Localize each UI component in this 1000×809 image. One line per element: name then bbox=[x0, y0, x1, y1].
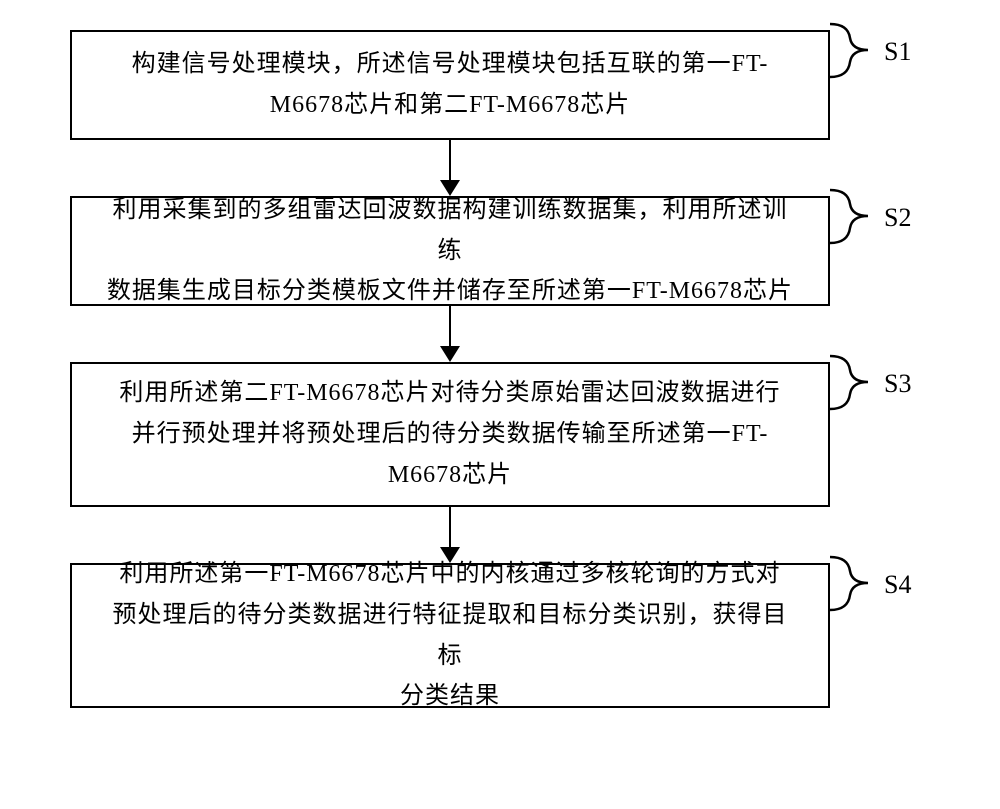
box-s4-line3: 分类结果 bbox=[400, 676, 500, 717]
box-s2: 利用采集到的多组雷达回波数据构建训练数据集，利用所述训练 数据集生成目标分类模板… bbox=[70, 196, 830, 306]
step-s3: 利用所述第二FT-M6678芯片对待分类原始雷达回波数据进行 并行预处理并将预处… bbox=[70, 362, 880, 507]
flowchart-container: 构建信号处理模块，所述信号处理模块包括互联的第一FT- M6678芯片和第二FT… bbox=[70, 30, 880, 708]
box-s2-line2: 数据集生成目标分类模板文件并储存至所述第一FT-M6678芯片 bbox=[107, 271, 793, 312]
box-s4: 利用所述第一FT-M6678芯片中的内核通过多核轮询的方式对 预处理后的待分类数… bbox=[70, 563, 830, 708]
step-s2: 利用采集到的多组雷达回波数据构建训练数据集，利用所述训练 数据集生成目标分类模板… bbox=[70, 196, 880, 306]
box-s4-line2: 预处理后的待分类数据进行特征提取和目标分类识别，获得目标 bbox=[102, 595, 798, 677]
label-s1: S1 bbox=[884, 37, 911, 67]
brace-s2: S2 bbox=[828, 188, 911, 248]
step-s4: 利用所述第一FT-M6678芯片中的内核通过多核轮询的方式对 预处理后的待分类数… bbox=[70, 563, 880, 708]
box-s4-line1: 利用所述第一FT-M6678芯片中的内核通过多核轮询的方式对 bbox=[119, 554, 780, 595]
box-s1-line1: 构建信号处理模块，所述信号处理模块包括互联的第一FT- bbox=[132, 44, 769, 85]
brace-s4: S4 bbox=[828, 555, 911, 615]
step-s1: 构建信号处理模块，所述信号处理模块包括互联的第一FT- M6678芯片和第二FT… bbox=[70, 30, 880, 140]
box-s3-line3: M6678芯片 bbox=[388, 455, 512, 496]
arrow-2 bbox=[70, 306, 830, 362]
box-s1: 构建信号处理模块，所述信号处理模块包括互联的第一FT- M6678芯片和第二FT… bbox=[70, 30, 830, 140]
box-s1-line2: M6678芯片和第二FT-M6678芯片 bbox=[270, 85, 630, 126]
brace-s3: S3 bbox=[828, 354, 911, 414]
box-s2-line1: 利用采集到的多组雷达回波数据构建训练数据集，利用所述训练 bbox=[102, 190, 798, 272]
box-s3-line1: 利用所述第二FT-M6678芯片对待分类原始雷达回波数据进行 bbox=[119, 373, 780, 414]
box-s3-line2: 并行预处理并将预处理后的待分类数据传输至所述第一FT- bbox=[132, 414, 769, 455]
label-s3: S3 bbox=[884, 369, 911, 399]
brace-s1: S1 bbox=[828, 22, 911, 82]
label-s2: S2 bbox=[884, 203, 911, 233]
arrow-1 bbox=[70, 140, 830, 196]
box-s3: 利用所述第二FT-M6678芯片对待分类原始雷达回波数据进行 并行预处理并将预处… bbox=[70, 362, 830, 507]
label-s4: S4 bbox=[884, 570, 911, 600]
